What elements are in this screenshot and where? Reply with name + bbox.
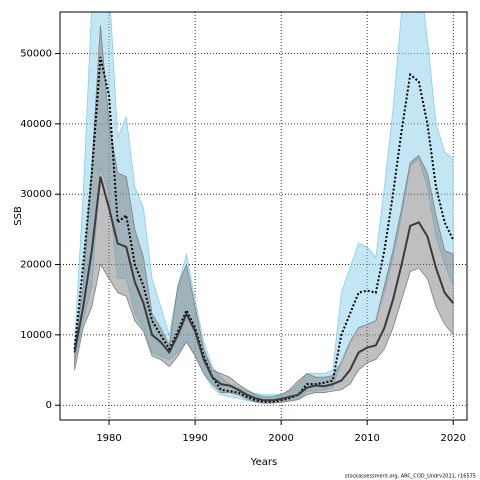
plot-area (73, 12, 455, 404)
y-tick-label: 10000 (20, 330, 52, 341)
x-tick-label: 1980 (96, 433, 121, 444)
x-tick-label: 2020 (441, 433, 466, 444)
y-tick-label: 20000 (20, 260, 52, 271)
y-tick-label: 50000 (20, 49, 52, 60)
confidence-band (74, 12, 454, 404)
y-tick-label: 0 (46, 400, 52, 411)
y-tick-label: 40000 (20, 119, 52, 130)
y-axis-label: SSB (13, 206, 24, 226)
footnote: stockassessment.org, ARC_COD_Undrv2021, … (345, 474, 476, 480)
y-tick-label: 30000 (20, 189, 52, 200)
series-line (73, 176, 455, 402)
x-tick-label: 2000 (268, 433, 293, 444)
x-tick-label: 2010 (354, 433, 379, 444)
confidence-band (74, 25, 454, 404)
series-line (73, 56, 455, 403)
plot-frame (59, 11, 468, 421)
x-axis-label: Years (250, 457, 277, 468)
x-tick-label: 1990 (182, 433, 207, 444)
